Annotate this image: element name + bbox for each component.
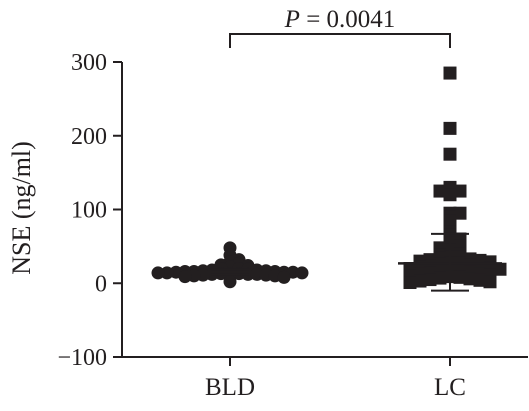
axes: −100 0 100 200 300 BLD LC	[57, 33, 528, 401]
lc-point	[453, 206, 467, 220]
lc-point	[423, 273, 437, 287]
lc-point	[443, 214, 457, 228]
summary-lines	[182, 232, 502, 292]
data-points	[151, 66, 507, 290]
p-value-annotation: P = 0.0041	[284, 6, 396, 33]
lc-point	[443, 66, 457, 80]
y-tick-label: 100	[71, 198, 107, 224]
lc-point	[483, 275, 497, 289]
bld-point	[277, 270, 291, 284]
y-tick-label: 300	[71, 50, 107, 76]
lc-point	[493, 262, 507, 276]
x-tick-label: LC	[434, 374, 466, 401]
lc-point	[443, 121, 457, 135]
y-axis-label: NSE (ng/ml)	[7, 141, 36, 275]
bld-point	[223, 275, 237, 289]
bld-point	[295, 266, 309, 280]
lc-point	[463, 272, 477, 286]
significance-bracket	[229, 33, 451, 48]
lc-point	[443, 147, 457, 161]
lc-point	[403, 276, 417, 290]
p-value-text: = 0.0041	[300, 6, 395, 33]
x-tick-label: BLD	[205, 374, 255, 401]
bld-point	[151, 266, 165, 280]
y-tick-label: 200	[71, 124, 107, 150]
lc-point	[473, 273, 487, 287]
lc-point	[433, 271, 447, 285]
lc-point	[433, 184, 447, 198]
bld-point	[160, 266, 174, 280]
y-tick-label: 0	[95, 271, 107, 297]
y-tick-label: −100	[57, 345, 107, 371]
lc-point	[453, 184, 467, 198]
labels: NSE (ng/ml) P = 0.0041	[7, 6, 395, 275]
lc-point	[443, 188, 457, 202]
p-value-prefix: P	[284, 6, 300, 33]
lc-point	[413, 274, 427, 288]
lc-point	[453, 270, 467, 284]
